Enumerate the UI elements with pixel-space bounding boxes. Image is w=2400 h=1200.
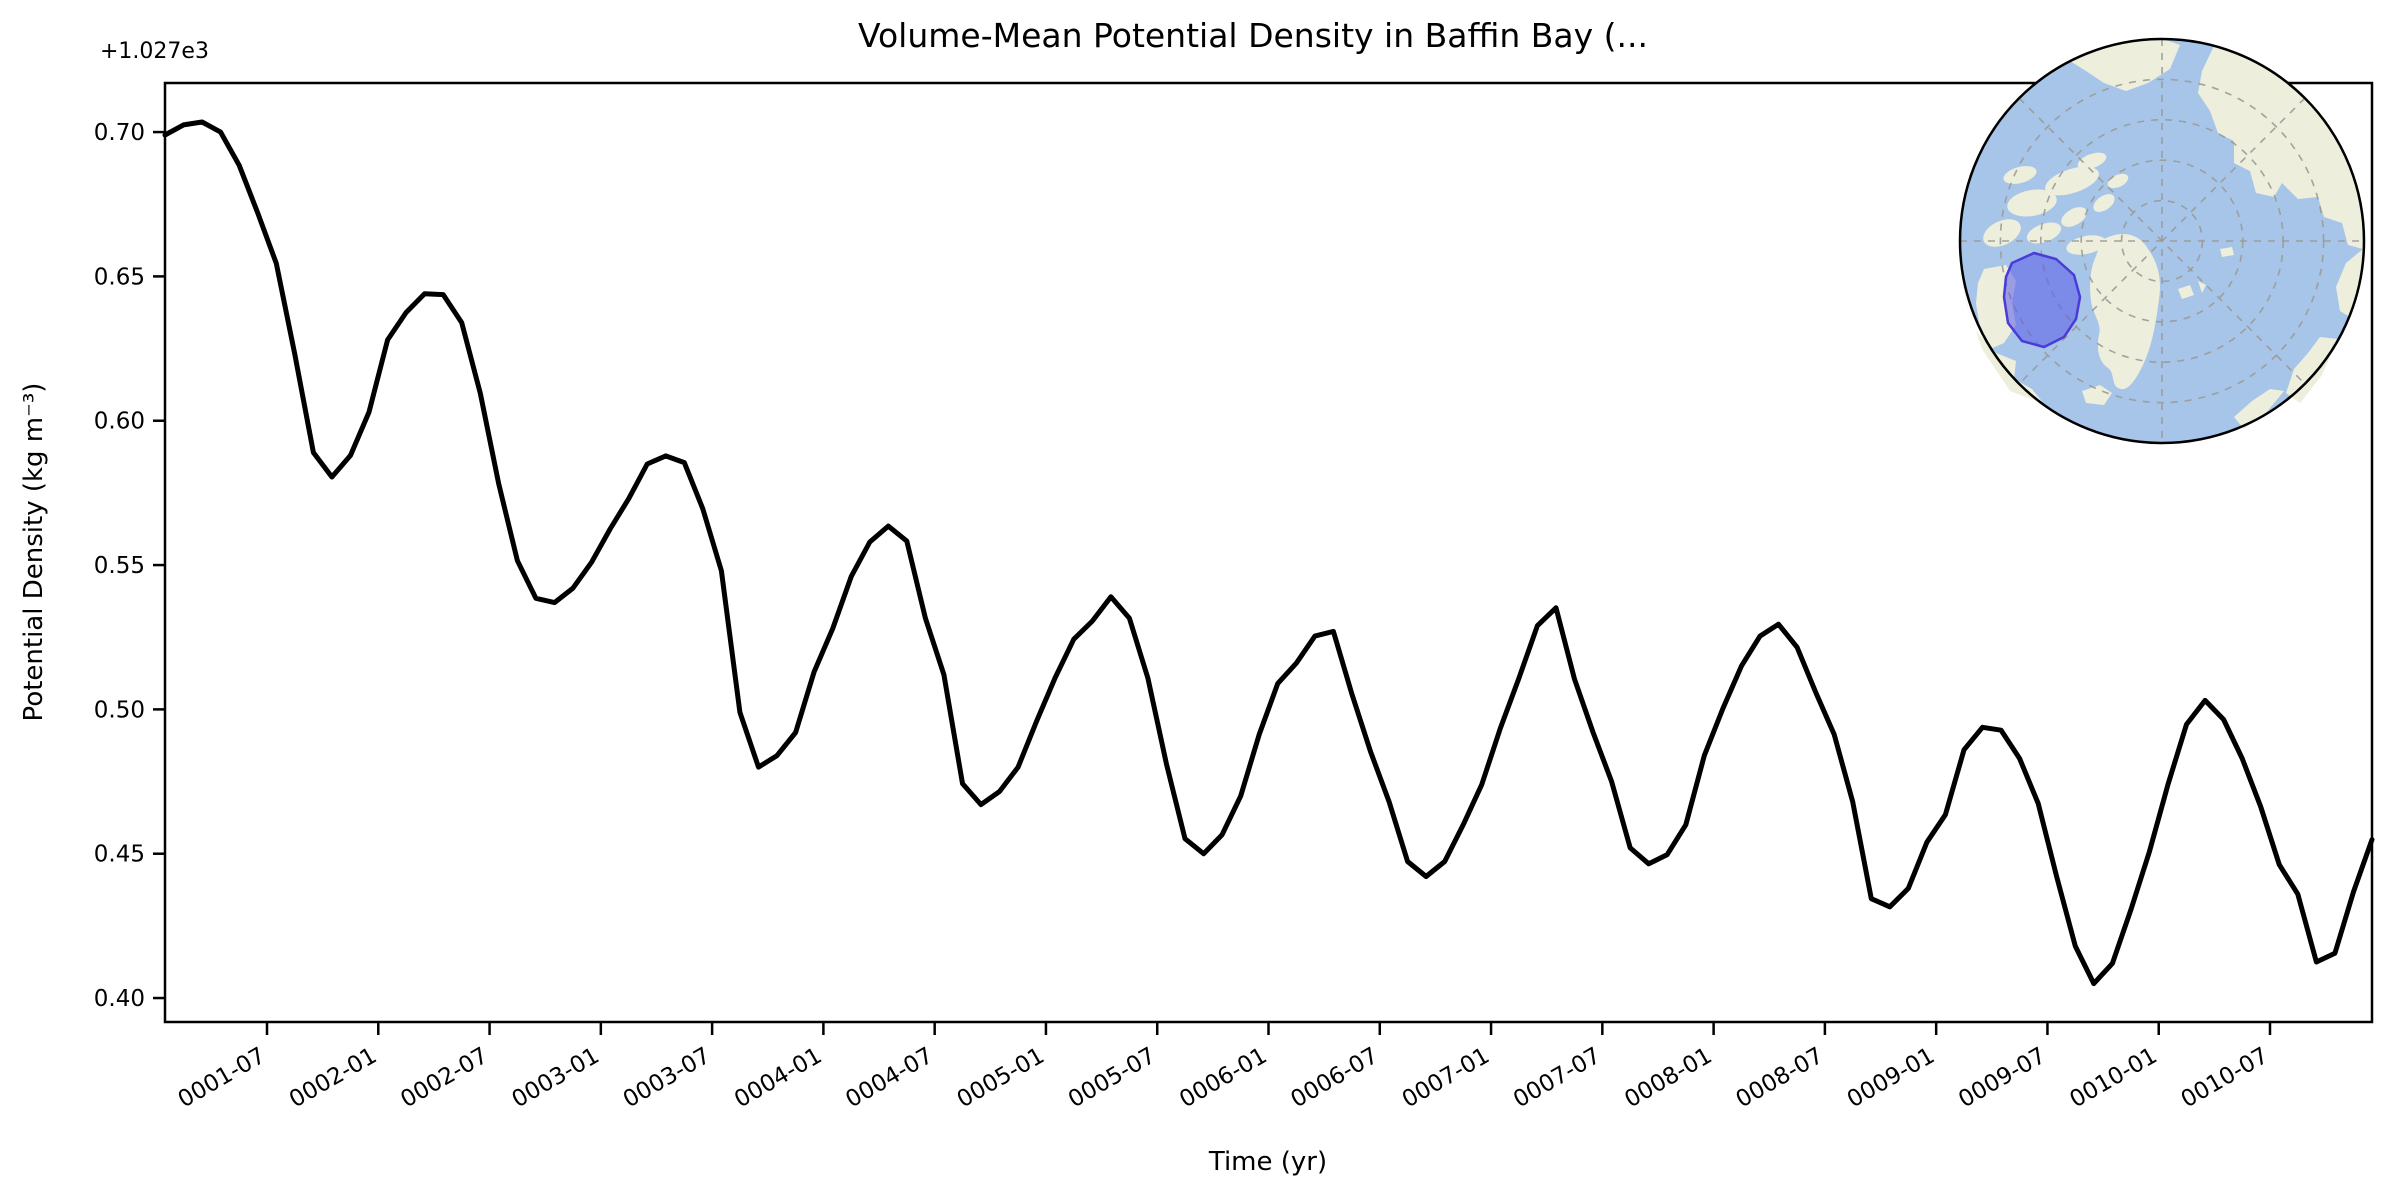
y-tick-label: 0.70 bbox=[94, 120, 145, 146]
y-axis-ticks: 0.40 0.45 0.50 0.55 0.60 0.65 0.70 bbox=[94, 120, 165, 1012]
map-land-russia-right bbox=[2336, 249, 2363, 317]
y-tick-label: 0.40 bbox=[94, 986, 145, 1012]
map-land-canada bbox=[1961, 255, 2044, 404]
x-tick-label: 0010-01 bbox=[2065, 1043, 2161, 1114]
y-axis-label: Potential Density (kg m⁻³) bbox=[19, 383, 49, 722]
y-tick-label: 0.65 bbox=[94, 264, 145, 290]
x-tick-label: 0007-01 bbox=[1398, 1043, 1494, 1114]
y-tick-label: 0.50 bbox=[94, 697, 145, 723]
map-land-scandinavia bbox=[2286, 337, 2338, 403]
map-graticule bbox=[1960, 39, 2364, 443]
x-tick-label: 0009-07 bbox=[1954, 1043, 2050, 1114]
x-tick-label: 0002-07 bbox=[396, 1043, 492, 1114]
y-tick-label: 0.60 bbox=[94, 409, 145, 435]
x-tick-label: 0004-01 bbox=[730, 1043, 826, 1114]
map-border-circle bbox=[1958, 37, 2366, 445]
map-land-baltic bbox=[2234, 389, 2284, 429]
x-tick-label: 0005-07 bbox=[1064, 1043, 1160, 1114]
x-axis-ticks: 0001-07 0002-01 0002-07 0003-01 0003-07 0004-… bbox=[174, 1022, 2273, 1113]
inset-polar-map bbox=[1958, 37, 2366, 445]
y-axis-offset-label: +1.027e3 bbox=[100, 39, 209, 64]
map-land-siberia bbox=[2198, 46, 2363, 249]
map-latitude-circle bbox=[1999, 78, 2325, 404]
potential-density-line bbox=[162, 119, 2375, 987]
y-tick-label: 0.55 bbox=[94, 553, 145, 579]
x-tick-label: 0002-01 bbox=[285, 1043, 381, 1114]
map-land-alaska-chukotka bbox=[2070, 40, 2180, 91]
x-tick-label: 0006-01 bbox=[1175, 1043, 1271, 1114]
x-tick-label: 0008-07 bbox=[1732, 1043, 1828, 1114]
x-tick-label: 0003-01 bbox=[508, 1043, 604, 1114]
chart-title: Volume-Mean Potential Density in Baffin … bbox=[858, 16, 1648, 55]
x-tick-label: 0007-07 bbox=[1509, 1043, 1605, 1114]
x-tick-label: 0009-01 bbox=[1843, 1043, 1939, 1114]
map-landmasses bbox=[1961, 40, 2363, 429]
map-land-svalbard bbox=[2178, 247, 2234, 299]
x-tick-label: 0003-07 bbox=[619, 1043, 715, 1114]
x-tick-label: 0001-07 bbox=[174, 1043, 270, 1114]
map-land-arctic-archipelago bbox=[1983, 152, 2129, 255]
y-tick-label: 0.45 bbox=[94, 842, 145, 868]
map-meridian-line bbox=[2018, 97, 2306, 385]
x-tick-label: 0006-07 bbox=[1287, 1043, 1383, 1114]
x-tick-label: 0008-01 bbox=[1620, 1043, 1716, 1114]
x-tick-label: 0010-07 bbox=[2177, 1043, 2273, 1114]
map-land-greenland bbox=[2090, 234, 2160, 390]
x-tick-label: 0005-01 bbox=[953, 1043, 1049, 1114]
x-axis-label: Time (yr) bbox=[1208, 1147, 1327, 1177]
map-region-highlight-baffin-bay bbox=[2002, 251, 2082, 349]
x-tick-label: 0004-07 bbox=[841, 1043, 937, 1114]
map-land-iceland bbox=[2082, 385, 2112, 405]
